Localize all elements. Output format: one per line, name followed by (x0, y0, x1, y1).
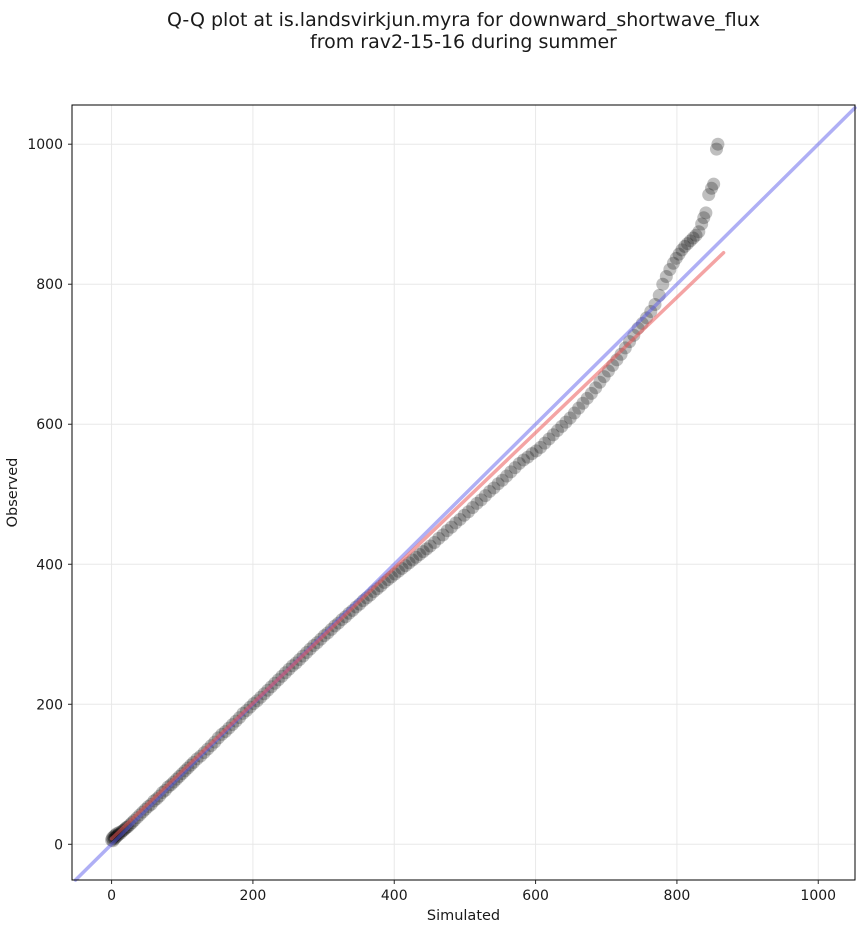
qq-point (440, 524, 454, 538)
qq-point (681, 237, 695, 251)
y-axis-tick-label: 800 (36, 277, 63, 293)
qq-point (538, 436, 552, 450)
qq-point (500, 469, 514, 483)
qq-point (420, 542, 434, 556)
y-axis-tick-label: 0 (54, 837, 63, 853)
qq-point (512, 456, 526, 470)
qq-point (470, 496, 484, 510)
qq-point (483, 484, 497, 498)
qq-point (672, 247, 686, 261)
reference-lines (73, 106, 857, 882)
qq-point (109, 830, 123, 844)
qq-point (478, 489, 492, 503)
qq-point (567, 406, 581, 420)
qq-point (686, 231, 700, 245)
qq-point (699, 206, 713, 220)
qq-point (546, 428, 560, 442)
qq-point (517, 453, 531, 467)
qq-point (508, 461, 522, 475)
x-axis-tick-label: 200 (240, 888, 267, 904)
qq-point (555, 419, 569, 433)
x-axis-tick-label: 600 (522, 888, 549, 904)
qq-point (110, 829, 124, 843)
x-axis-tick-label: 800 (664, 888, 691, 904)
axes: 0 200 400 600 800 1000 0 200 400 600 800 1000 (27, 137, 836, 904)
qq-point (416, 545, 430, 559)
qq-point (589, 381, 603, 395)
x-axis-label: Simulated (427, 908, 500, 924)
plot-border (71, 104, 856, 881)
qq-point (559, 415, 573, 429)
qq-point (656, 277, 670, 291)
qq-point (593, 375, 607, 389)
qq-point (457, 508, 471, 522)
qq-point (534, 440, 548, 454)
qq-point (711, 137, 725, 151)
qq-point (659, 270, 673, 284)
qq-point (563, 411, 577, 425)
qq-point (487, 481, 501, 495)
qq-point (402, 556, 416, 570)
qq-point (413, 547, 427, 561)
qq-point (432, 531, 446, 545)
qq-point (580, 391, 594, 405)
qq-point (584, 386, 598, 400)
qq-point (702, 188, 716, 202)
qq-point (678, 239, 692, 253)
qq-scatter-points (105, 137, 725, 848)
qq-point (112, 827, 126, 841)
qq-point (689, 228, 703, 242)
y-axis-label: Observed (5, 458, 21, 528)
qq-point (428, 536, 442, 550)
qq-point (461, 505, 475, 519)
qq-point (705, 181, 719, 195)
qq-point (107, 832, 121, 846)
qq-point (409, 550, 423, 564)
qq-point (597, 370, 611, 384)
qq-point (697, 211, 711, 225)
x-axis-tick-label: 400 (381, 888, 408, 904)
qq-point (449, 516, 463, 530)
qq-point (406, 553, 420, 567)
qq-point (453, 512, 467, 526)
qq-point (572, 401, 586, 415)
qq-point (663, 263, 677, 277)
qq-point (436, 528, 450, 542)
x-axis-tick-label: 1000 (800, 888, 836, 904)
qq-point (614, 347, 628, 361)
qq-point (675, 243, 689, 257)
qq-point (692, 225, 706, 239)
y-axis-tick-label: 400 (36, 557, 63, 573)
y-axis-tick-label: 200 (36, 697, 63, 713)
qq-point (666, 256, 680, 270)
qq-point (576, 396, 590, 410)
grid-lines (72, 105, 855, 880)
chart-title-line-2: from rav2-15-16 during summer (310, 31, 617, 53)
qq-point (695, 217, 709, 231)
qq-point (542, 432, 556, 446)
qq-point (466, 501, 480, 515)
qq-point (550, 424, 564, 438)
qq-point (474, 493, 488, 507)
qq-point (707, 177, 721, 191)
qq-point (521, 450, 535, 464)
qq-point (504, 465, 518, 479)
fit-line (109, 250, 726, 841)
qq-point (525, 447, 539, 461)
qq-point (683, 234, 697, 248)
y-axis-tick-label: 1000 (27, 137, 63, 153)
qq-point (495, 473, 509, 487)
qq-point (444, 520, 458, 534)
qq-point (669, 251, 683, 265)
qq-point (423, 539, 437, 553)
x-axis-tick-label: 0 (107, 888, 116, 904)
qq-point (709, 142, 723, 156)
identity-line (73, 106, 857, 882)
qq-point (529, 444, 543, 458)
y-axis-tick-label: 600 (36, 417, 63, 433)
chart-title-line-1: Q-Q plot at is.landsvirkjun.myra for dow… (167, 9, 760, 31)
qq-point (491, 477, 505, 491)
